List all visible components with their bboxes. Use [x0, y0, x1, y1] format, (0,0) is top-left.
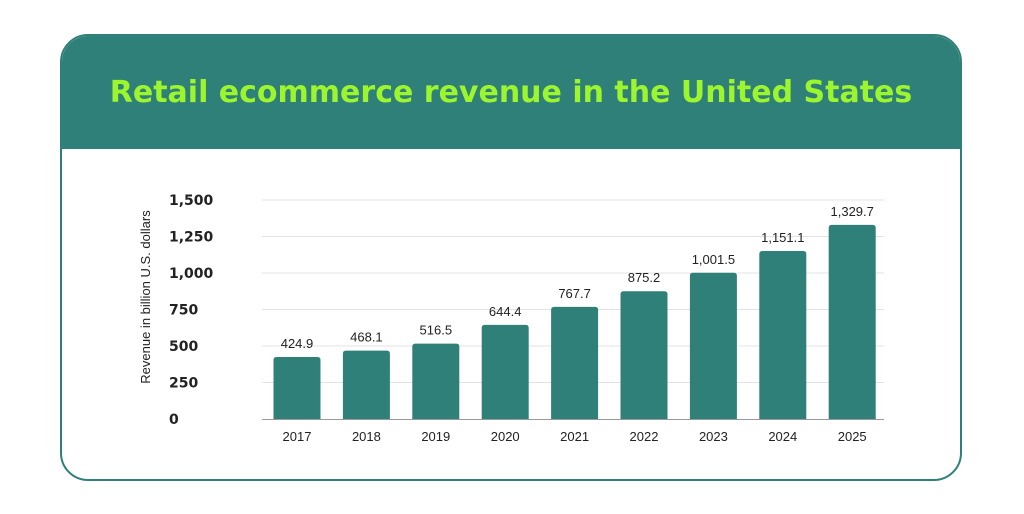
data-label-2024: 1,151.1: [761, 230, 804, 245]
x-axis-ticks: 2017 2018 2019 2020 2021 2022 2023 2024 2025: [283, 429, 867, 444]
x-tick-label-2023: 2023: [699, 429, 728, 444]
chart-title: Retail ecommerce revenue in the United S…: [109, 75, 913, 110]
y-tick-label: 750: [169, 303, 198, 319]
bar-2021: [551, 306, 599, 419]
data-label-2021: 767.7: [558, 286, 591, 301]
y-tick-label: 1,500: [169, 193, 214, 209]
bar-2017: [273, 356, 321, 419]
x-tick-label-2022: 2022: [630, 429, 659, 444]
y-tick-label: 500: [169, 339, 198, 355]
bar-2025: [828, 224, 876, 419]
bar-2019: [412, 343, 460, 419]
x-tick-label-2018: 2018: [352, 429, 381, 444]
bar-2018: [342, 350, 390, 419]
x-tick-label-2024: 2024: [768, 429, 797, 444]
x-tick-label-2025: 2025: [838, 429, 867, 444]
x-tick-label-2017: 2017: [283, 429, 312, 444]
data-labels: 424.9 468.1 516.5 644.4 767.7 875.2 1,001.5 1,1…: [281, 204, 874, 351]
bar-2023: [689, 272, 737, 419]
data-label-2018: 468.1: [350, 330, 383, 345]
y-tick-label: 1,250: [169, 230, 214, 246]
data-label-2022: 875.2: [628, 270, 661, 285]
data-label-2019: 516.5: [420, 323, 453, 338]
x-tick-label-2020: 2020: [491, 429, 520, 444]
y-tick-label: 1,000: [169, 266, 214, 282]
card-header: Retail ecommerce revenue in the United S…: [62, 36, 960, 149]
y-axis-title: Revenue in billion U.S. dollars: [138, 210, 153, 384]
data-label-2020: 644.4: [489, 304, 522, 319]
x-tick-label-2019: 2019: [421, 429, 450, 444]
bar-2024: [759, 250, 807, 419]
bar-2020: [481, 324, 529, 419]
data-label-2023: 1,001.5: [692, 252, 735, 267]
y-tick-label: 0: [169, 412, 179, 428]
data-label-2025: 1,329.7: [831, 204, 874, 219]
data-label-2017: 424.9: [281, 336, 314, 351]
y-axis-ticks: 0 250 500 750 1,000 1,250 1,500: [169, 193, 214, 428]
y-tick-label: 250: [169, 376, 198, 392]
bar-2022: [620, 291, 668, 419]
x-tick-label-2021: 2021: [560, 429, 589, 444]
bars: [273, 224, 876, 419]
